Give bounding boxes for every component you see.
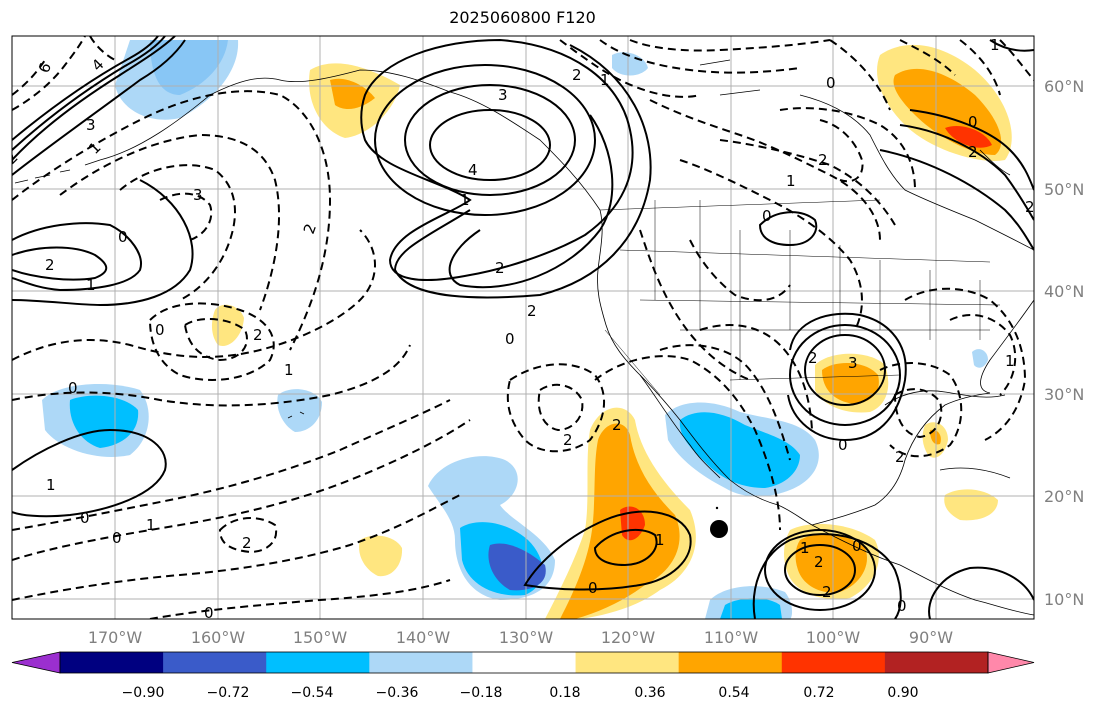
colorbar-segment <box>163 652 267 673</box>
colorbar-tick: −0.72 <box>207 685 250 701</box>
contours-negative <box>12 36 1034 619</box>
colorbar-border <box>59 651 989 674</box>
contour-label: 0 <box>112 529 122 547</box>
contour-label: 1 <box>1005 352 1015 370</box>
contour-label: 1 <box>46 476 56 494</box>
lon-label: 140°W <box>396 628 451 647</box>
latitude-labels: 60°N 50°N 40°N 30°N 20°N 10°N <box>1044 77 1084 609</box>
lon-label: 100°W <box>806 628 861 647</box>
lat-label: 50°N <box>1044 180 1084 199</box>
contour-label: 1 <box>460 191 470 209</box>
graticule <box>12 36 1034 619</box>
lon-label: 90°W <box>909 628 953 647</box>
colorbar-segment <box>781 652 886 673</box>
colorbar-tick: 0.72 <box>803 685 834 701</box>
contour-label: 1 <box>786 172 796 190</box>
colorbar-tick-labels: −0.90 −0.72 −0.54 −0.36 −0.18 0.18 0.36 … <box>122 685 919 701</box>
contour-label: 1 <box>146 516 156 534</box>
contour-label: 2 <box>822 583 832 601</box>
colorbar <box>11 651 1035 674</box>
colorbar-segment <box>678 652 783 673</box>
colorbar-segment <box>369 652 473 673</box>
contour-label: 0 <box>155 321 165 339</box>
contour-label: 2 <box>242 534 252 552</box>
lon-label: 160°W <box>191 628 246 647</box>
lon-label: 120°W <box>601 628 656 647</box>
lat-label: 20°N <box>1044 487 1084 506</box>
colorbar-tick: 0.18 <box>549 685 580 701</box>
contour-label: 2 <box>612 416 622 434</box>
contour-label: 2 <box>527 302 537 320</box>
contour-label: 0 <box>68 379 78 397</box>
lat-label: 10°N <box>1044 590 1084 609</box>
contour-label: 3 <box>498 86 508 104</box>
contour-label: 1 <box>990 36 1000 54</box>
lon-label: 130°W <box>499 628 554 647</box>
colorbar-extend-low <box>11 651 61 674</box>
contour-label: 2 <box>2 148 21 167</box>
contour-label: 1 <box>86 276 96 294</box>
contour-label: 0 <box>204 604 214 622</box>
contour-label: 2 <box>563 431 573 449</box>
contour-label: 0 <box>80 509 90 527</box>
contour-label: 3 <box>86 116 96 134</box>
colorbar-tick: −0.18 <box>460 685 503 701</box>
colorbar-tick: −0.90 <box>122 685 165 701</box>
colorbar-extend-high <box>987 651 1035 674</box>
contour-label: 1 <box>800 539 810 557</box>
contour-label: 2 <box>572 66 582 84</box>
map-title: 2025060800 F120 <box>449 8 596 27</box>
shaded-anomaly-fields <box>42 40 1012 619</box>
contour-label: 2 <box>895 448 905 466</box>
contour-label: 2 <box>968 143 978 161</box>
contour-label: 4 <box>468 161 478 179</box>
contour-label: 0 <box>968 113 978 131</box>
colorbar-segment <box>472 652 577 673</box>
colorbar-segment <box>575 652 680 673</box>
contour-label: 1 <box>600 71 610 89</box>
lon-label: 110°W <box>704 628 759 647</box>
lon-label: 170°W <box>88 628 143 647</box>
longitude-labels: 170°W 160°W 150°W 140°W 130°W 120°W 110°… <box>88 628 953 647</box>
map-frame <box>11 35 1035 620</box>
colorbar-segment <box>60 652 164 673</box>
lat-label: 60°N <box>1044 77 1084 96</box>
location-marker <box>710 520 728 538</box>
contour-label: 2 <box>495 259 505 277</box>
contour-label: 2 <box>814 553 824 571</box>
contour-label: 0 <box>826 74 836 92</box>
contour-label: 2 <box>253 326 263 344</box>
contour-label: 3 <box>193 186 203 204</box>
colorbar-tick: −0.54 <box>291 685 334 701</box>
contour-label: 2 <box>818 151 828 169</box>
contour-label: 1 <box>655 531 665 549</box>
state-borders <box>599 199 1001 396</box>
contour-label: 3 <box>848 354 858 372</box>
contour-label: 2 <box>1025 198 1035 216</box>
contour-label: 0 <box>505 330 515 348</box>
contours-positive <box>12 36 1034 619</box>
colorbar-tick: 0.90 <box>887 685 918 701</box>
contour-label: 1 <box>284 361 294 379</box>
colorbar-tick: 0.54 <box>718 685 749 701</box>
colorbar-tick: −0.36 <box>376 685 419 701</box>
contour-label: 0 <box>852 537 862 555</box>
colorbar-segment <box>884 652 989 673</box>
contour-label: 2 <box>45 256 55 274</box>
contour-label: 0 <box>762 207 772 225</box>
contour-label: 2 <box>808 349 818 367</box>
contour-label: 0 <box>588 579 598 597</box>
lat-label: 30°N <box>1044 385 1084 404</box>
contour-label: 0 <box>897 597 907 615</box>
lat-label: 40°N <box>1044 282 1084 301</box>
lon-label: 150°W <box>293 628 348 647</box>
colorbar-segment <box>266 652 370 673</box>
colorbar-tick: 0.36 <box>634 685 665 701</box>
contour-label: 0 <box>118 228 128 246</box>
contour-label: 0 <box>838 436 848 454</box>
